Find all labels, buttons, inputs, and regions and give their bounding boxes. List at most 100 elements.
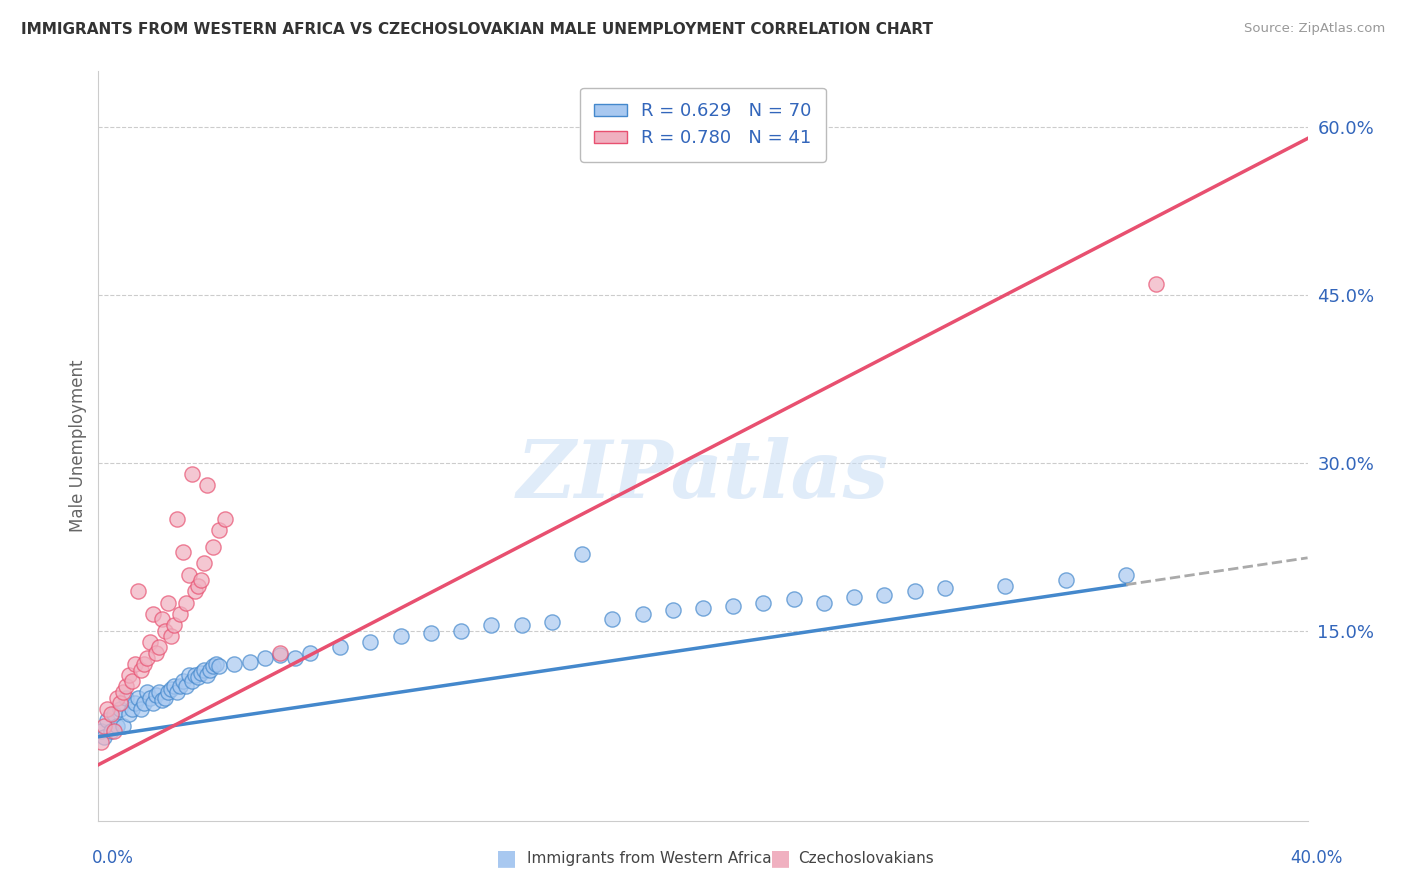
Point bbox=[100, 707, 122, 722]
Y-axis label: Male Unemployment: Male Unemployment bbox=[69, 359, 87, 533]
Point bbox=[200, 663, 222, 677]
Point bbox=[752, 596, 775, 610]
Point bbox=[124, 657, 146, 671]
Point bbox=[166, 685, 188, 699]
Point bbox=[179, 567, 201, 582]
Point bbox=[121, 702, 143, 716]
Point bbox=[1144, 277, 1167, 291]
Point bbox=[481, 618, 503, 632]
Legend: R = 0.629   N = 70, R = 0.780   N = 41: R = 0.629 N = 70, R = 0.780 N = 41 bbox=[579, 88, 827, 161]
Point bbox=[184, 584, 207, 599]
Point bbox=[135, 685, 157, 699]
Point bbox=[127, 584, 149, 599]
Point bbox=[239, 655, 262, 669]
Point bbox=[150, 693, 173, 707]
Point bbox=[118, 668, 141, 682]
Point bbox=[160, 629, 183, 643]
Point bbox=[1054, 573, 1077, 587]
Point bbox=[450, 624, 472, 638]
Point bbox=[114, 680, 136, 694]
Point bbox=[129, 663, 152, 677]
Point bbox=[540, 615, 562, 629]
Point bbox=[873, 588, 896, 602]
Point bbox=[783, 592, 806, 607]
Point bbox=[135, 651, 157, 665]
Text: Immigrants from Western Africa: Immigrants from Western Africa bbox=[527, 851, 772, 865]
Point bbox=[145, 646, 167, 660]
Point bbox=[190, 666, 212, 681]
Point bbox=[105, 718, 128, 732]
Point bbox=[269, 646, 291, 660]
Point bbox=[214, 511, 236, 525]
Point bbox=[360, 634, 382, 648]
Point bbox=[813, 596, 835, 610]
Point bbox=[160, 681, 183, 696]
Point bbox=[202, 540, 225, 554]
Point bbox=[93, 718, 115, 732]
Point bbox=[269, 648, 291, 662]
Point bbox=[96, 713, 118, 727]
Point bbox=[108, 696, 131, 710]
Point bbox=[174, 680, 197, 694]
Point bbox=[108, 702, 131, 716]
Point bbox=[181, 673, 204, 688]
Point bbox=[90, 735, 112, 749]
Point bbox=[190, 573, 212, 587]
Point bbox=[103, 707, 125, 722]
Point bbox=[139, 690, 162, 705]
Point bbox=[93, 730, 115, 744]
Point bbox=[148, 685, 170, 699]
Point bbox=[139, 634, 162, 648]
Point bbox=[145, 689, 167, 703]
Point bbox=[169, 680, 191, 694]
Text: 0.0%: 0.0% bbox=[91, 849, 134, 867]
Text: Source: ZipAtlas.com: Source: ZipAtlas.com bbox=[1244, 22, 1385, 36]
Point bbox=[132, 657, 155, 671]
Point bbox=[329, 640, 352, 655]
Point bbox=[205, 657, 228, 671]
Point bbox=[124, 696, 146, 710]
Point bbox=[179, 668, 201, 682]
Point bbox=[181, 467, 204, 481]
Point bbox=[121, 673, 143, 688]
Point bbox=[1115, 567, 1137, 582]
Point bbox=[153, 690, 176, 705]
Point bbox=[114, 690, 136, 705]
Point bbox=[90, 724, 112, 739]
Point bbox=[904, 584, 927, 599]
Point bbox=[284, 651, 307, 665]
Point bbox=[166, 511, 188, 525]
Point bbox=[100, 724, 122, 739]
Point bbox=[692, 601, 714, 615]
Point bbox=[103, 724, 125, 739]
Point bbox=[420, 625, 443, 640]
Point bbox=[571, 548, 593, 562]
Point bbox=[187, 671, 209, 685]
Point bbox=[723, 599, 745, 613]
Point bbox=[187, 579, 209, 593]
Text: ■: ■ bbox=[770, 848, 790, 868]
Point bbox=[169, 607, 191, 621]
Point bbox=[602, 612, 624, 626]
Point bbox=[224, 657, 246, 671]
Point bbox=[208, 523, 231, 537]
Point bbox=[105, 690, 128, 705]
Point bbox=[156, 685, 179, 699]
Point bbox=[195, 668, 218, 682]
Point bbox=[153, 624, 176, 638]
Point bbox=[132, 696, 155, 710]
Point bbox=[148, 640, 170, 655]
Point bbox=[208, 659, 231, 673]
Point bbox=[156, 596, 179, 610]
Point bbox=[142, 696, 165, 710]
Text: IMMIGRANTS FROM WESTERN AFRICA VS CZECHOSLOVAKIAN MALE UNEMPLOYMENT CORRELATION : IMMIGRANTS FROM WESTERN AFRICA VS CZECHO… bbox=[21, 22, 934, 37]
Point bbox=[172, 673, 194, 688]
Point bbox=[111, 685, 134, 699]
Point bbox=[142, 607, 165, 621]
Point bbox=[184, 668, 207, 682]
Point bbox=[111, 718, 134, 732]
Point bbox=[118, 707, 141, 722]
Point bbox=[163, 680, 186, 694]
Point bbox=[127, 690, 149, 705]
Text: ZIPatlas: ZIPatlas bbox=[517, 437, 889, 515]
